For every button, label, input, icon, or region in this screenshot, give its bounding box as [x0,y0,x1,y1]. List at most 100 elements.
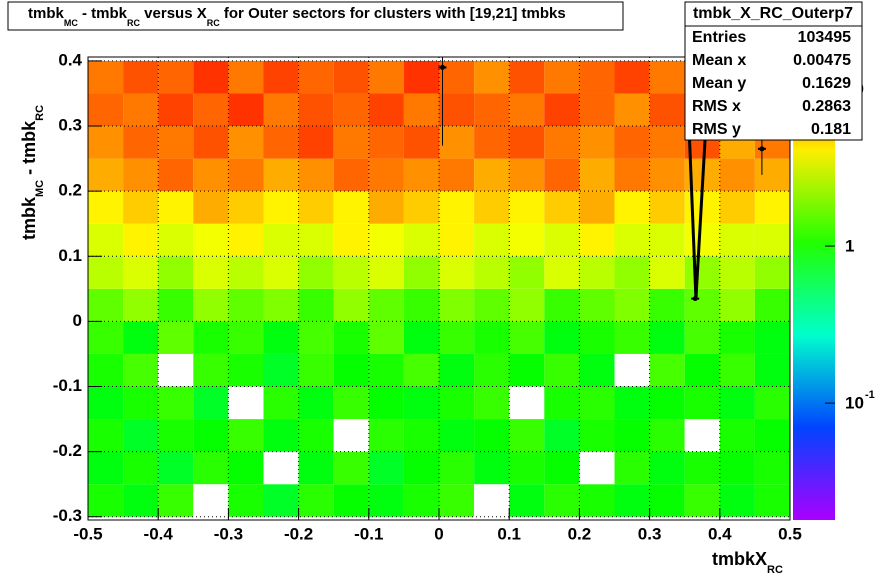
heatmap-cell [579,386,615,420]
heatmap-cell [719,353,755,387]
heatmap-cell [333,484,369,517]
heatmap-cell [228,386,264,420]
heatmap-cell [439,451,475,485]
heatmap-cell [614,386,650,420]
heatmap-cell [474,484,510,517]
heatmap-cell [193,223,229,257]
heatmap-cell [368,419,404,452]
heatmap-cell [579,321,615,354]
heatmap-cell [193,386,229,420]
heatmap-cell [158,256,194,289]
heatmap-cell [158,484,194,517]
heatmap-cell [88,93,124,127]
heatmap-cell [544,386,580,420]
heatmap-cell [228,191,264,224]
heatmap-cell [368,386,404,420]
heatmap-cell [719,191,755,224]
x-axis-label: tmbkXRC [712,549,783,576]
heatmap-cell [614,353,650,387]
heatmap-cell [193,256,229,289]
x-tick-label: -0.2 [284,524,313,543]
heatmap-cell [88,60,124,94]
heatmap-cell [684,223,720,257]
heatmap-cell [263,60,299,94]
heatmap-cell [684,484,720,517]
heatmap-cell [193,321,229,354]
heatmap-cell [158,191,194,224]
heatmap-cell [368,451,404,485]
stats-frame [684,1,863,141]
heatmap-cell [439,419,475,452]
heatmap-cell [193,484,229,517]
heatmap-cell [263,321,299,354]
heatmap-cell [509,321,545,354]
heatmap-cell [439,288,475,322]
heatmap-cell [509,191,545,224]
heatmap-cell [544,158,580,192]
heatmap-cell [193,451,229,485]
heatmap-cell [684,419,720,452]
heatmap-cell [649,126,685,159]
stats-label: Entries [692,29,746,46]
subscript: RC [767,564,783,576]
heatmap [88,60,790,517]
heatmap-cell [193,419,229,452]
axes: -0.5 -0.4 -0.3 -0.2 -0.1 0 0.1 0.2 0.3 0.4 0.5 -0.3… [53,50,875,543]
heatmap-cell [88,191,124,224]
heatmap-cell [368,158,404,192]
heatmap-cell [649,288,685,322]
heatmap-cell [228,60,264,94]
heatmap-cell [509,93,545,127]
z-tick-label: 10 [845,394,864,413]
heatmap-cell [158,288,194,322]
heatmap-cell [123,60,159,94]
heatmap-cell [474,93,510,127]
heatmap-cell [368,60,404,94]
heatmap-cell [544,223,580,257]
z-tick-exponent: -1 [865,389,875,401]
x-tick-label: -0.4 [144,524,174,543]
heatmap-cell [123,386,159,420]
heatmap-cell [263,386,299,420]
heatmap-cell [649,223,685,257]
heatmap-cell [88,484,124,517]
heatmap-cell [403,386,439,420]
heatmap-cell [263,288,299,322]
heatmap-cell [263,126,299,159]
x-tick-label: 0.1 [497,524,521,543]
heatmap-cell [333,386,369,420]
heatmap-cell [263,93,299,127]
heatmap-cell [544,126,580,159]
heatmap-cell [754,191,790,224]
heatmap-cell [158,93,194,127]
heatmap-cell [684,321,720,354]
heatmap-cell [579,158,615,192]
y-tick-label: 0.1 [58,246,82,265]
heatmap-cell [368,126,404,159]
heatmap-cell [368,484,404,517]
heatmap-cell [439,223,475,257]
heatmap-cell [474,126,510,159]
heatmap-cell [228,484,264,517]
heatmap-cell [193,288,229,322]
heatmap-cell [439,158,475,192]
x-tick-label: 0 [434,524,443,543]
heatmap-cell [649,353,685,387]
heatmap-cell [263,223,299,257]
heatmap-cell [298,386,334,420]
heatmap-cell [88,321,124,354]
subscript: MC [34,180,46,197]
stats-value: 0.2863 [802,98,851,115]
heatmap-cell [614,93,650,127]
heatmap-cell [403,191,439,224]
y-tick-label: 0.4 [58,50,82,69]
heatmap-cell [579,353,615,387]
stats-box: tmbk_X_RC_Outerp7 Entries 103495 Mean x 0.0… [684,1,863,141]
heatmap-cell [509,256,545,289]
heatmap-cell [579,256,615,289]
heatmap-cell [544,288,580,322]
heatmap-cell [158,223,194,257]
heatmap-cell [614,191,650,224]
heatmap-cell [509,126,545,159]
heatmap-cell [88,386,124,420]
